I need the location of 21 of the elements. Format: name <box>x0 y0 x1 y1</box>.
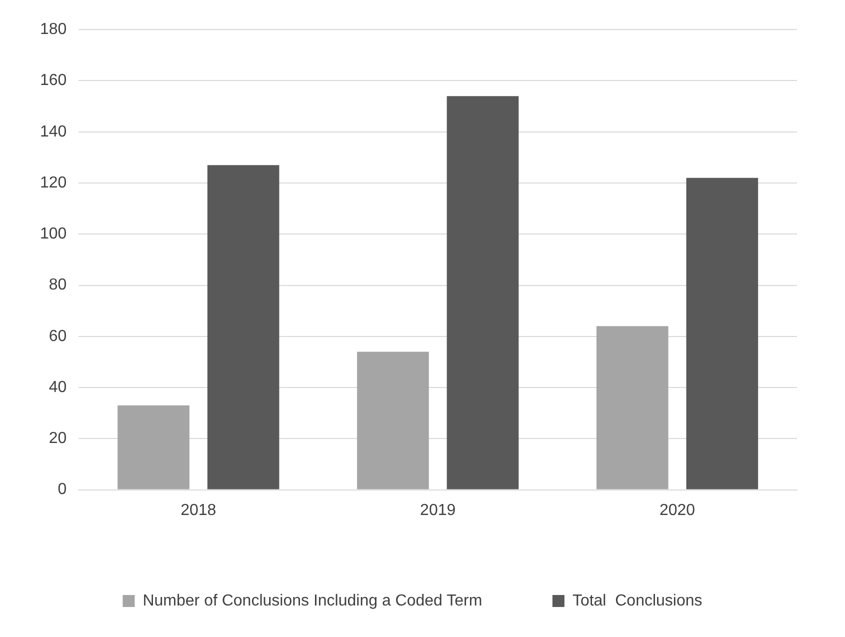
bar <box>357 352 429 490</box>
x-tick-label: 2018 <box>180 502 216 519</box>
bar <box>686 178 758 490</box>
y-tick-label: 60 <box>48 328 67 345</box>
bar <box>118 405 190 490</box>
y-tick-label: 100 <box>40 226 67 243</box>
legend-label: Total Conclusions <box>572 592 702 610</box>
bar <box>446 96 519 490</box>
x-tick-label: 2019 <box>420 502 456 519</box>
y-tick-label: 0 <box>58 481 67 498</box>
y-tick-label: 180 <box>40 21 67 38</box>
x-tick-label: 2020 <box>659 502 696 519</box>
legend-label: Number of Conclusions Including a Coded Term <box>142 592 482 610</box>
y-tick-label: 40 <box>48 378 67 396</box>
bar <box>207 165 280 490</box>
y-tick-label: 140 <box>40 123 67 140</box>
y-tick-label: 80 <box>48 276 67 294</box>
y-tick-label: 20 <box>48 430 67 448</box>
y-tick-label: 120 <box>40 174 67 192</box>
bar <box>596 326 668 490</box>
y-tick-label: 160 <box>40 72 67 90</box>
